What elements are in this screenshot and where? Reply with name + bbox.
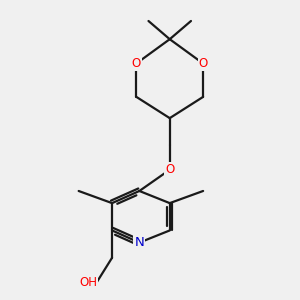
Text: OH: OH xyxy=(79,275,97,289)
Text: O: O xyxy=(199,57,208,70)
Text: O: O xyxy=(165,163,174,176)
Text: O: O xyxy=(132,57,141,70)
Text: N: N xyxy=(134,236,144,249)
